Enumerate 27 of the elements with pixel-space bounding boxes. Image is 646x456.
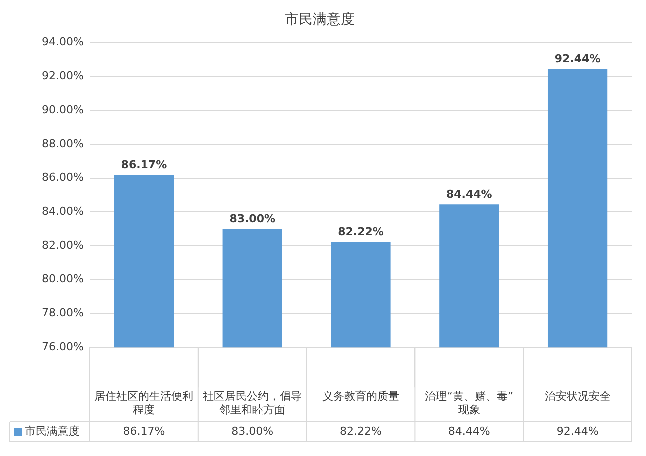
data-label: 84.44% <box>448 424 490 438</box>
chart-title: 市民满意度 <box>285 12 355 28</box>
data-label: 83.00% <box>232 424 274 438</box>
legend-label: 市民满意度 <box>25 424 80 438</box>
x-tick-label: 义务教育的质量 <box>322 390 400 404</box>
data-label: 86.17% <box>123 424 166 438</box>
x-tick-label: 居住社区的生活便利程度 <box>94 390 194 416</box>
x-tick-label: 社区居民公约，倡导邻里和睦方面 <box>203 390 302 416</box>
y-tick-label: 94.00% <box>42 36 84 49</box>
y-tick-label: 92.00% <box>42 70 84 83</box>
x-tick-label: 治安状况安全 <box>544 390 611 404</box>
y-tick-label: 82.00% <box>42 238 84 252</box>
y-tick-label: 90.00% <box>42 103 84 116</box>
y-tick-label: 80.00% <box>42 272 84 286</box>
y-tick-label: 88.00% <box>42 137 84 150</box>
y-tick-label: 84.00% <box>42 204 84 218</box>
y-tick-label: 86.00% <box>42 171 84 184</box>
text: 83.00% <box>230 212 276 226</box>
y-tick-label: 76.00% <box>42 340 84 354</box>
text: 92.44% <box>554 52 601 66</box>
text: 82.22% <box>338 226 384 239</box>
data-label: 82.22% <box>340 424 382 438</box>
data-label: 92.44% <box>556 424 599 438</box>
text: 86.17% <box>121 158 168 172</box>
y-tick-label: 78.00% <box>42 306 84 320</box>
text: 84.44% <box>446 188 492 202</box>
x-tick-label: 治理“黄、赌、毒”现象 <box>425 390 514 416</box>
